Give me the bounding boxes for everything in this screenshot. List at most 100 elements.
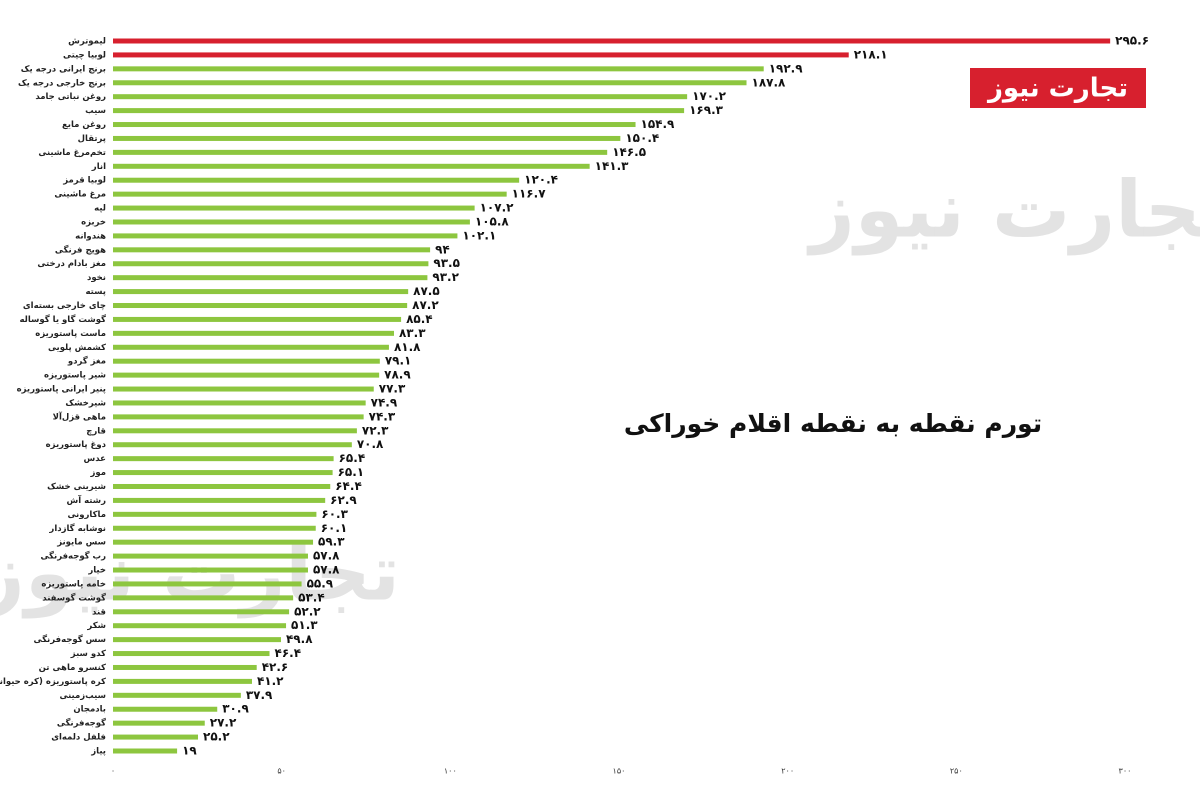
bar bbox=[113, 539, 314, 545]
y-tick-label: رشته آش bbox=[67, 494, 107, 506]
y-tick-label: دوغ پاستوریزه bbox=[46, 440, 107, 450]
y-tick-label: موز bbox=[90, 468, 107, 478]
value-label: ۱۵۴.۹ bbox=[641, 117, 676, 131]
x-tick-label: ۵۰ bbox=[277, 767, 286, 776]
y-tick-label: نوشابه گازدار bbox=[48, 523, 106, 534]
bar bbox=[113, 316, 402, 322]
bar bbox=[113, 651, 270, 657]
y-tick-label: ماهی قزل‌آلا bbox=[53, 410, 106, 422]
y-tick-label: سس مایونز bbox=[56, 538, 106, 548]
y-tick-label: سیب bbox=[85, 106, 106, 116]
value-label: ۸۵.۴ bbox=[406, 312, 433, 326]
value-label: ۴۶.۴ bbox=[275, 646, 302, 660]
watermark: تجارت نیوز bbox=[806, 165, 1200, 255]
x-tick-label: ۰ bbox=[111, 767, 115, 776]
value-label: ۶۵.۴ bbox=[339, 451, 366, 465]
value-label: ۱۴۱.۳ bbox=[595, 159, 630, 173]
value-label: ۹۴ bbox=[435, 242, 450, 256]
x-tick-label: ۲۰۰ bbox=[781, 767, 794, 776]
y-tick-label: گوشت گوسفند bbox=[42, 592, 106, 603]
bar bbox=[113, 400, 366, 406]
bar bbox=[113, 525, 316, 531]
bar bbox=[113, 692, 241, 698]
value-label: ۱۰۵.۸ bbox=[475, 214, 510, 228]
y-tick-label: تخم‌مرغ ماشینی bbox=[38, 148, 106, 158]
value-label: ۷۷.۳ bbox=[379, 382, 406, 396]
bar bbox=[113, 205, 475, 211]
value-label: ۸۳.۳ bbox=[399, 326, 426, 340]
bar bbox=[113, 177, 520, 183]
bar bbox=[113, 191, 507, 197]
value-label: ۲۱۸.۱ bbox=[854, 47, 888, 61]
bar bbox=[113, 386, 374, 392]
bar bbox=[113, 233, 458, 239]
bar bbox=[113, 261, 429, 267]
bar bbox=[113, 428, 357, 434]
y-tick-label: لیموترش bbox=[68, 37, 106, 47]
y-tick-label: کره پاستوریزه (کره حیوانی) bbox=[0, 677, 106, 687]
value-label: ۲۷.۲ bbox=[210, 716, 237, 730]
y-tick-label: هویج فرنگی bbox=[55, 244, 106, 255]
x-tick-label: ۱۵۰ bbox=[613, 767, 626, 776]
value-label: ۴۲.۶ bbox=[262, 660, 289, 674]
value-label: ۹۳.۵ bbox=[433, 256, 460, 270]
bar bbox=[113, 247, 431, 253]
value-label: ۱۰۷.۲ bbox=[480, 201, 515, 215]
y-tick-label: پنیر ایرانی پاستوریزه bbox=[17, 385, 106, 395]
y-tick-label: روغن نباتی جامد bbox=[35, 92, 106, 102]
bar bbox=[113, 637, 281, 643]
value-label: ۱۵۰.۴ bbox=[625, 131, 659, 145]
y-tick-label: کنسرو ماهی تن bbox=[39, 663, 106, 673]
value-label: ۷۲.۳ bbox=[362, 423, 389, 437]
value-label: ۱۸۷.۸ bbox=[752, 75, 787, 89]
bar bbox=[113, 678, 252, 684]
value-label: ۱۹۲.۹ bbox=[769, 61, 804, 75]
value-label: ۱۱۶.۷ bbox=[512, 187, 547, 201]
y-tick-label: رب گوجه‌فرنگی bbox=[40, 551, 106, 562]
bar bbox=[113, 289, 409, 295]
bar bbox=[113, 664, 257, 670]
bar bbox=[113, 456, 334, 462]
y-tick-label: پیاز bbox=[90, 747, 106, 757]
y-tick-label: فلفل دلمه‌ای bbox=[51, 733, 106, 743]
bar bbox=[113, 623, 287, 629]
bar bbox=[113, 483, 331, 489]
bar bbox=[113, 720, 205, 726]
value-label: ۷۸.۹ bbox=[384, 368, 411, 382]
y-tick-label: لپه bbox=[94, 204, 106, 214]
bar bbox=[113, 442, 352, 448]
value-label: ۶۰.۱ bbox=[321, 521, 348, 535]
value-label: ۶۰.۳ bbox=[321, 507, 348, 521]
bar bbox=[113, 303, 408, 309]
logo: تجارت نیوز bbox=[970, 68, 1146, 108]
bar bbox=[113, 497, 326, 503]
value-label: ۵۳.۴ bbox=[298, 590, 325, 604]
value-label: ۷۹.۱ bbox=[385, 354, 412, 368]
y-tick-label: نخود bbox=[87, 273, 106, 283]
bar bbox=[113, 149, 608, 155]
value-label: ۵۷.۸ bbox=[313, 549, 340, 563]
y-tick-label: کشمش پلویی bbox=[48, 343, 106, 353]
value-label: ۱۰۲.۱ bbox=[462, 228, 496, 242]
y-tick-label: گوجه‌فرنگی bbox=[57, 718, 106, 729]
bar bbox=[113, 38, 1111, 44]
y-tick-label: روغن مایع bbox=[62, 120, 106, 130]
value-label: ۵۲.۲ bbox=[294, 604, 321, 618]
logo-box bbox=[970, 68, 1146, 108]
y-tick-label: شکر bbox=[86, 621, 106, 631]
value-label: ۷۴.۳ bbox=[369, 409, 396, 423]
bar bbox=[113, 609, 290, 615]
y-tick-label: ماکارونی bbox=[67, 510, 106, 520]
bar bbox=[113, 94, 688, 100]
value-label: ۱۷۰.۲ bbox=[692, 89, 727, 103]
bar bbox=[113, 122, 636, 128]
bar bbox=[113, 706, 218, 712]
bar bbox=[113, 567, 308, 573]
bar bbox=[113, 344, 389, 350]
value-label: ۲۵.۲ bbox=[203, 730, 230, 744]
bar bbox=[113, 135, 621, 141]
y-tick-label: قارچ bbox=[86, 426, 106, 436]
bar bbox=[113, 66, 764, 72]
value-label: ۱۲۰.۴ bbox=[524, 173, 558, 187]
y-tick-label: شیر پاستوریزه bbox=[44, 371, 106, 381]
